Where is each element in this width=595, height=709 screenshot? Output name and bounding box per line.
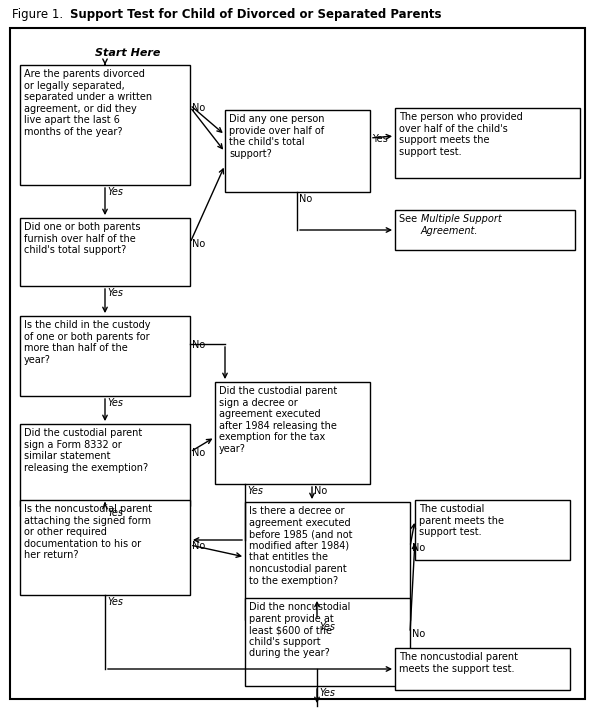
Text: No: No <box>412 629 425 639</box>
Bar <box>395 108 580 178</box>
Text: Yes: Yes <box>107 597 123 607</box>
Text: Multiple Support
Agreement.: Multiple Support Agreement. <box>421 214 502 235</box>
Text: Support Test for Child of Divorced or Separated Parents: Support Test for Child of Divorced or Se… <box>70 8 441 21</box>
Bar <box>395 648 570 690</box>
Text: Yes: Yes <box>107 187 123 197</box>
Bar <box>225 110 370 192</box>
Text: No: No <box>192 340 205 350</box>
Bar <box>20 424 190 506</box>
Text: Yes: Yes <box>107 288 123 298</box>
Bar <box>395 210 575 250</box>
Text: Is the noncustodial parent
attaching the signed form
or other required
documenta: Is the noncustodial parent attaching the… <box>24 504 152 560</box>
Text: No: No <box>192 239 205 249</box>
Bar <box>245 502 410 620</box>
Text: Did the custodial parent
sign a decree or
agreement executed
after 1984 releasin: Did the custodial parent sign a decree o… <box>219 386 337 454</box>
Text: Yes: Yes <box>107 398 123 408</box>
Text: The custodial
parent meets the
support test.: The custodial parent meets the support t… <box>419 504 504 537</box>
Text: The noncustodial parent
meets the support test.: The noncustodial parent meets the suppor… <box>399 652 518 674</box>
Text: See: See <box>399 214 420 224</box>
Text: Start Here: Start Here <box>95 48 161 58</box>
Text: The person who provided
over half of the child's
support meets the
support test.: The person who provided over half of the… <box>399 112 523 157</box>
Text: No: No <box>314 486 327 496</box>
Text: Did one or both parents
furnish over half of the
child's total support?: Did one or both parents furnish over hal… <box>24 222 140 255</box>
Bar <box>20 500 190 595</box>
Text: No: No <box>412 543 425 553</box>
Text: Is the child in the custody
of one or both parents for
more than half of the
yea: Is the child in the custody of one or bo… <box>24 320 151 365</box>
Bar <box>415 500 570 560</box>
Text: No: No <box>192 448 205 458</box>
Bar <box>20 218 190 286</box>
Text: Yes: Yes <box>247 486 263 496</box>
Bar <box>245 598 410 686</box>
Text: Is there a decree or
agreement executed
before 1985 (and not
modified after 1984: Is there a decree or agreement executed … <box>249 506 352 586</box>
Text: No: No <box>192 541 205 551</box>
Text: Yes: Yes <box>107 508 123 518</box>
Text: Yes: Yes <box>319 622 335 632</box>
Text: Did any one person
provide over half of
the child's total
support?: Did any one person provide over half of … <box>229 114 324 159</box>
Text: Did the custodial parent
sign a Form 8332 or
similar statement
releasing the exe: Did the custodial parent sign a Form 833… <box>24 428 148 473</box>
Text: Are the parents divorced
or legally separated,
separated under a written
agreeme: Are the parents divorced or legally sepa… <box>24 69 152 137</box>
Bar <box>215 382 370 484</box>
Text: No: No <box>192 103 205 113</box>
Text: Figure 1.: Figure 1. <box>12 8 63 21</box>
Text: No: No <box>299 194 312 204</box>
Text: Yes: Yes <box>319 688 335 698</box>
Bar <box>20 316 190 396</box>
Text: Yes: Yes <box>372 134 388 144</box>
Bar <box>20 65 190 185</box>
Text: Did the noncustodial
parent provide at
least $600 of the
child's support
during : Did the noncustodial parent provide at l… <box>249 602 350 659</box>
